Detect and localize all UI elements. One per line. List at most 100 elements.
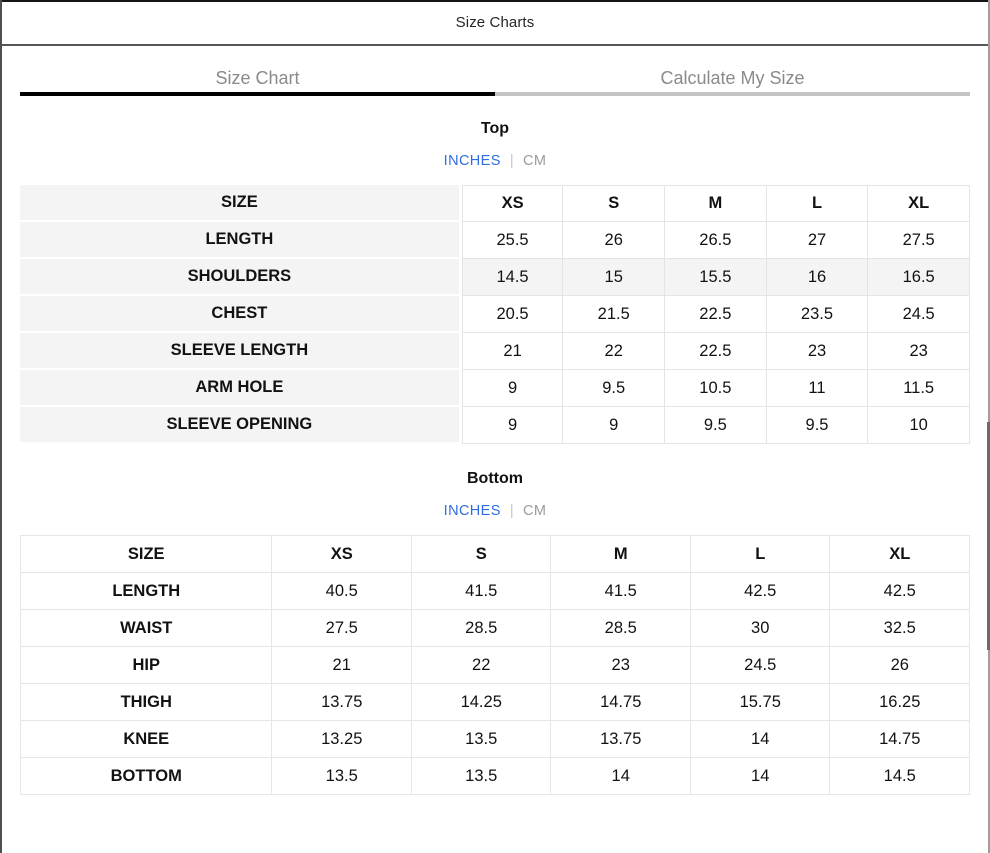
- size-value-cell: 9: [563, 407, 666, 444]
- close-icon: ×: [953, 0, 973, 5]
- size-label-header: SIZE: [20, 185, 462, 222]
- size-column-header: XS: [461, 185, 564, 222]
- size-value-cell: 21.5: [563, 296, 666, 333]
- size-value-cell: 24.5: [868, 296, 970, 333]
- size-value-cell: 16.5: [868, 259, 970, 296]
- size-value-cell: 16.25: [829, 683, 970, 721]
- unit-divider: |: [509, 503, 514, 519]
- size-value-cell: 22: [410, 646, 552, 684]
- size-value-cell: 14.75: [550, 683, 691, 721]
- modal-header: Size Charts ×: [0, 0, 990, 46]
- size-value-cell: 23: [550, 646, 691, 684]
- tab-calculate-my-size[interactable]: Calculate My Size: [660, 68, 805, 88]
- size-value-cell: 23: [868, 333, 970, 370]
- row-label: LENGTH: [20, 222, 462, 259]
- size-value-cell: 14.5: [829, 757, 970, 795]
- size-column-header: S: [410, 535, 552, 573]
- size-value-cell: 9: [461, 407, 564, 444]
- tab-indicator-inactive: [495, 92, 970, 96]
- table-row: HIP 21 22 23 24.5 26: [19, 646, 970, 684]
- size-column-header: M: [665, 185, 767, 222]
- tab-size-chart[interactable]: Size Chart: [215, 68, 300, 88]
- table-row: LENGTH 40.5 41.5 41.5 42.5 42.5: [19, 572, 970, 610]
- size-value-cell: 15.5: [665, 259, 767, 296]
- size-value-cell: 9.5: [665, 407, 767, 444]
- size-table-bottom: SIZE XS S M L XL LENGTH 40.5 41.5 41.5 42.5 42.5 WAI…: [19, 535, 970, 795]
- size-value-cell: 14.5: [461, 259, 564, 296]
- size-value-cell: 14.75: [829, 720, 970, 758]
- tab-bar: Size Chart Calculate My Size: [0, 46, 990, 92]
- size-value-cell: 21: [461, 333, 564, 370]
- size-value-cell: 23.5: [766, 296, 869, 333]
- close-button[interactable]: ×: [953, 0, 973, 5]
- size-label-header: SIZE: [19, 535, 273, 573]
- size-value-cell: 13.5: [410, 720, 552, 758]
- row-label: LENGTH: [19, 572, 273, 610]
- size-value-cell: 27.5: [868, 222, 970, 259]
- table-row: LENGTH 25.5 26 26.5 27 27.5: [20, 222, 970, 259]
- size-value-cell: 23: [766, 333, 869, 370]
- section-title-bottom: Bottom: [467, 470, 523, 487]
- size-value-cell: 42.5: [829, 572, 970, 610]
- size-value-cell: 30: [689, 609, 831, 647]
- size-value-cell: 22.5: [665, 333, 767, 370]
- tab-indicator-active: [20, 92, 495, 96]
- table-row: THIGH 13.75 14.25 14.75 15.75 16.25: [19, 683, 970, 721]
- table-row: BOTTOM 13.5 13.5 14 14 14.5: [19, 757, 970, 795]
- size-value-cell: 11.5: [868, 370, 970, 407]
- row-label: THIGH: [19, 683, 273, 721]
- size-column-header: XL: [829, 535, 970, 573]
- size-table-top: SIZE XS S M L XL LENGTH 25.5 26 26.5 27 27.5 SHOULDE…: [20, 185, 970, 444]
- size-value-cell: 13.5: [410, 757, 552, 795]
- units-toggle-top: INCHES | CM: [0, 153, 990, 169]
- size-value-cell: 13.5: [271, 757, 412, 795]
- section-top: Top INCHES | CM SIZE XS S M L XL LENGTH 25.5 26 26.…: [0, 120, 990, 444]
- size-value-cell: 26: [829, 646, 970, 684]
- size-value-cell: 41.5: [410, 572, 552, 610]
- size-value-cell: 14.25: [410, 683, 552, 721]
- table-row: SLEEVE LENGTH 21 22 22.5 23 23: [20, 333, 970, 370]
- unit-inches-button[interactable]: INCHES: [443, 503, 501, 519]
- size-column-header: L: [689, 535, 831, 573]
- size-column-header: L: [766, 185, 869, 222]
- size-value-cell: 21: [271, 646, 412, 684]
- section-title-top: Top: [480, 120, 510, 137]
- size-value-cell: 22.5: [665, 296, 767, 333]
- row-label: CHEST: [20, 296, 462, 333]
- row-label: WAIST: [19, 609, 273, 647]
- size-value-cell: 13.75: [550, 720, 691, 758]
- size-value-cell: 10.5: [665, 370, 767, 407]
- size-value-cell: 20.5: [461, 296, 564, 333]
- table-row: SHOULDERS 14.5 15 15.5 16 16.5: [20, 259, 970, 296]
- table-row: WAIST 27.5 28.5 28.5 30 32.5: [19, 609, 970, 647]
- size-value-cell: 42.5: [689, 572, 831, 610]
- modal-top-border: [0, 0, 990, 2]
- unit-inches-button[interactable]: INCHES: [443, 153, 501, 169]
- table-header-row: SIZE XS S M L XL: [20, 185, 970, 222]
- size-value-cell: 24.5: [689, 646, 831, 684]
- size-value-cell: 14: [689, 757, 831, 795]
- unit-cm-button[interactable]: CM: [523, 153, 547, 169]
- modal-title: Size Charts: [455, 13, 535, 31]
- size-value-cell: 22: [563, 333, 666, 370]
- size-value-cell: 27: [766, 222, 869, 259]
- size-value-cell: 26: [563, 222, 666, 259]
- scrollbar-thumb[interactable]: [987, 422, 990, 650]
- size-value-cell: 16: [766, 259, 869, 296]
- size-value-cell: 9.5: [766, 407, 869, 444]
- table-row: ARM HOLE 9 9.5 10.5 11 11.5: [20, 370, 970, 407]
- row-label: SLEEVE OPENING: [20, 407, 462, 444]
- table-row: KNEE 13.25 13.5 13.75 14 14.75: [19, 720, 970, 758]
- unit-divider: |: [509, 153, 514, 169]
- tab-underline: [20, 92, 970, 96]
- row-label: BOTTOM: [19, 757, 273, 795]
- size-value-cell: 14: [689, 720, 831, 758]
- size-value-cell: 11: [766, 370, 869, 407]
- table-row: SLEEVE OPENING 9 9 9.5 9.5 10: [20, 407, 970, 444]
- section-bottom: Bottom INCHES | CM SIZE XS S M L XL LENGTH 40.5 41…: [0, 470, 990, 795]
- size-value-cell: 13.75: [271, 683, 412, 721]
- table-row: CHEST 20.5 21.5 22.5 23.5 24.5: [20, 296, 970, 333]
- unit-cm-button[interactable]: CM: [523, 503, 547, 519]
- row-label: SHOULDERS: [20, 259, 462, 296]
- size-column-header: XS: [271, 535, 412, 573]
